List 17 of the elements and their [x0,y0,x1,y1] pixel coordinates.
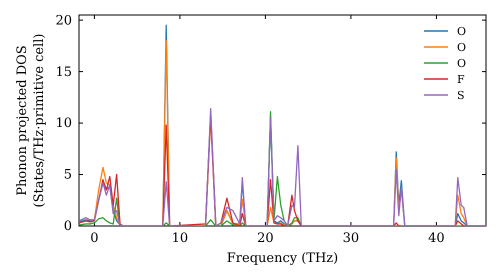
x-tick-label: 10 [172,231,188,246]
y-tick-label: 5 [64,168,72,183]
legend-label: F [457,73,465,86]
y-axis-title: Phonon projected DOS (States/THz·primitive cell) [15,33,47,208]
x-tick-label: 0 [90,231,99,246]
y-tick-label: 10 [55,116,72,132]
legend-label: S [457,89,465,102]
x-tick-label: 20 [257,231,274,246]
x-tick-label: 40 [428,231,445,246]
y-tick-label: 0 [64,219,72,234]
legend-label: O [457,25,466,38]
y-tick-label: 15 [55,64,72,80]
x-tick-label: 30 [342,231,360,246]
legend-label: O [457,41,466,54]
x-axis-title: Frequency (THz) [226,251,338,266]
y-tick-label: 20 [55,13,72,28]
legend-label: O [457,57,466,70]
